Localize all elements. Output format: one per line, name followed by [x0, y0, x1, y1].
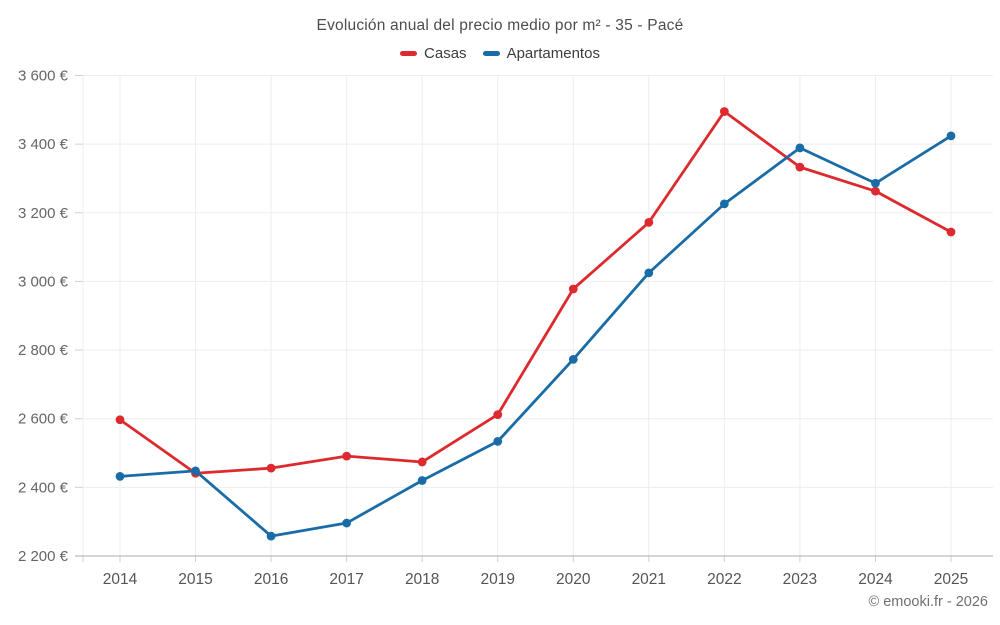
y-axis-label: 2 200 €	[18, 548, 69, 565]
y-axis-label: 2 400 €	[18, 479, 69, 496]
data-point-apartamentos-2020[interactable]	[568, 354, 578, 364]
data-point-apartamentos-2021[interactable]	[644, 268, 654, 278]
y-axis-label: 2 800 €	[18, 342, 69, 359]
data-point-casas-2025[interactable]	[946, 227, 956, 237]
x-axis-label: 2021	[632, 571, 666, 588]
data-point-casas-2018[interactable]	[417, 457, 427, 467]
x-axis-label: 2023	[783, 571, 817, 588]
y-axis-label: 2 600 €	[18, 411, 69, 428]
x-axis-label: 2022	[707, 571, 741, 588]
data-point-apartamentos-2017[interactable]	[342, 518, 352, 528]
x-axis-label: 2025	[934, 571, 968, 588]
data-point-casas-2021[interactable]	[644, 217, 654, 227]
x-axis-label: 2020	[556, 571, 591, 588]
x-axis-label: 2017	[329, 571, 363, 588]
legend-item-casas[interactable]: Casas	[400, 45, 467, 62]
x-axis-label: 2014	[103, 571, 138, 588]
data-point-casas-2023[interactable]	[795, 162, 805, 172]
legend-swatch-casas-icon	[400, 50, 418, 57]
legend-swatch-apartamentos-icon	[482, 50, 500, 57]
data-point-apartamentos-2019[interactable]	[493, 436, 503, 446]
series-line-apartamentos	[118, 134, 953, 538]
data-point-apartamentos-2025[interactable]	[946, 131, 956, 141]
legend: Casas Apartamentos	[0, 45, 1000, 62]
x-axis-label: 2016	[254, 571, 288, 588]
data-point-apartamentos-2018[interactable]	[417, 476, 427, 485]
x-axis-label: 2018	[405, 571, 439, 588]
x-axis-label: 2015	[178, 571, 212, 588]
series-line-casas	[118, 110, 953, 475]
data-point-casas-2020[interactable]	[568, 284, 578, 294]
data-point-apartamentos-2014[interactable]	[115, 471, 125, 481]
legend-item-apartamentos[interactable]: Apartamentos	[482, 45, 600, 62]
y-axis-label: 3 200 €	[18, 205, 69, 222]
y-axis-label: 3 600 €	[18, 68, 69, 85]
data-point-casas-2019[interactable]	[493, 410, 503, 419]
copyright-credit: © emooki.fr - 2026	[868, 594, 988, 610]
data-point-apartamentos-2024[interactable]	[871, 178, 880, 188]
data-point-apartamentos-2015[interactable]	[191, 466, 200, 476]
chart-title: Evolución anual del precio medio por m² …	[316, 17, 684, 34]
y-axis-label: 3 000 €	[18, 273, 69, 290]
x-axis-label: 2024	[858, 571, 893, 588]
data-point-casas-2017[interactable]	[342, 451, 352, 461]
data-point-apartamentos-2022[interactable]	[719, 199, 729, 209]
y-axis-label: 3 400 €	[18, 136, 69, 153]
data-point-casas-2024[interactable]	[871, 186, 880, 196]
data-point-casas-2014[interactable]	[115, 415, 125, 425]
x-axis-label: 2019	[480, 571, 514, 588]
data-point-apartamentos-2023[interactable]	[795, 143, 805, 153]
legend-label-apartamentos: Apartamentos	[506, 45, 600, 62]
data-point-casas-2016[interactable]	[266, 463, 276, 473]
data-point-apartamentos-2016[interactable]	[266, 531, 276, 541]
legend-label-casas: Casas	[424, 45, 467, 62]
data-point-casas-2022[interactable]	[719, 107, 729, 116]
